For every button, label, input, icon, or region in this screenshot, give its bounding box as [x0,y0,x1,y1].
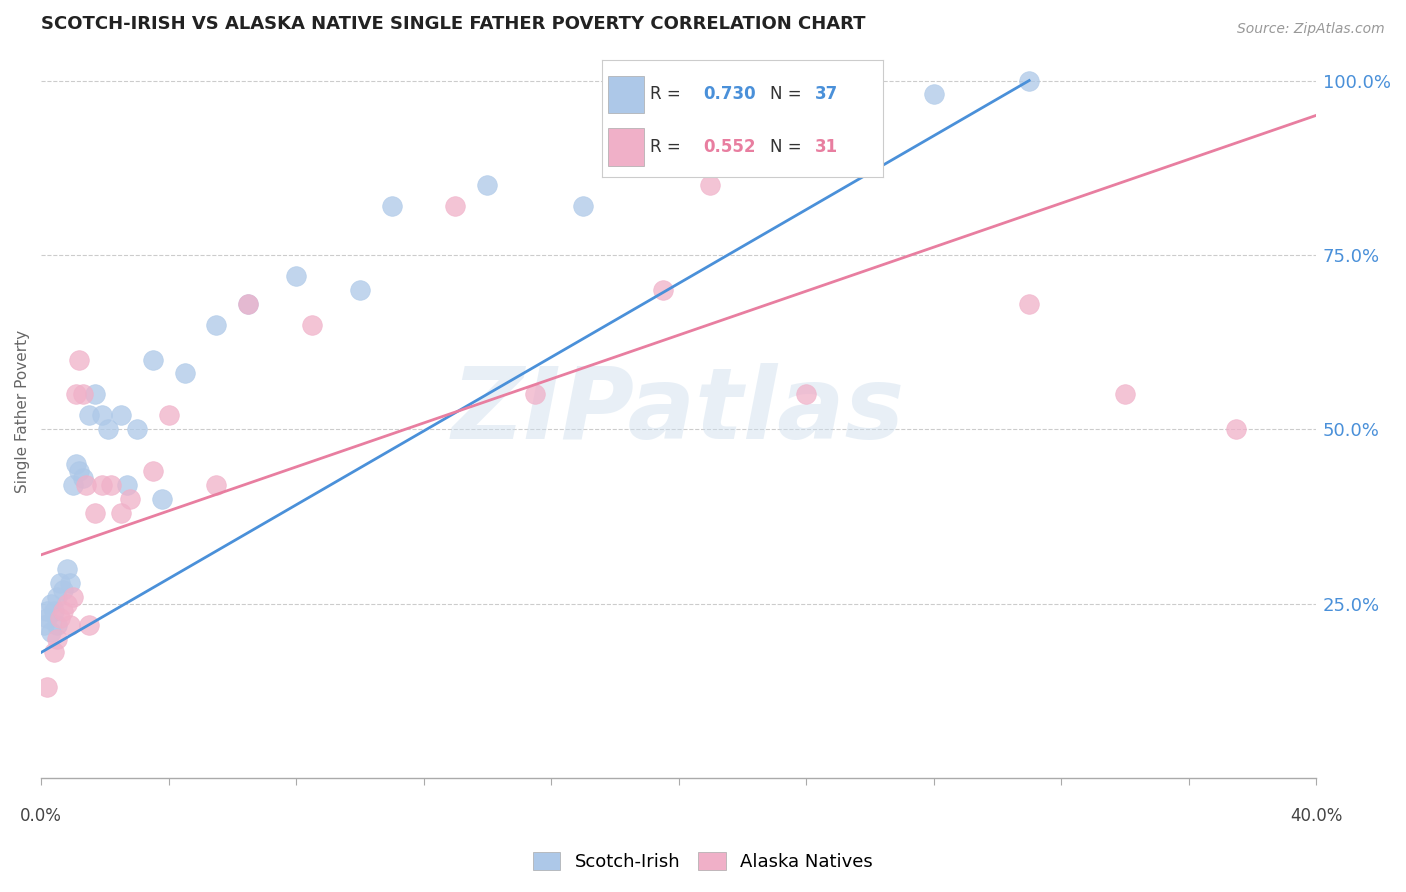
Text: SCOTCH-IRISH VS ALASKA NATIVE SINGLE FATHER POVERTY CORRELATION CHART: SCOTCH-IRISH VS ALASKA NATIVE SINGLE FAT… [41,15,866,33]
Point [46,617,69,632]
Point [62,478,84,492]
Point [157,409,180,423]
Point [37,681,59,695]
Point [46,590,69,604]
Point [39,597,62,611]
Point [444,199,467,213]
Point [205,478,228,492]
Point [84,506,107,520]
Point [67,352,90,367]
Point [1018,73,1040,87]
Point [142,464,165,478]
Point [67,464,90,478]
Point [65,457,87,471]
Point [1225,422,1247,436]
Point [922,87,945,102]
Point [524,387,547,401]
Point [42,645,65,659]
Text: 40.0%: 40.0% [1289,807,1343,825]
Point [65,387,87,401]
Point [120,491,142,506]
Point [301,318,323,332]
Legend: Scotch-Irish, Alaska Natives: Scotch-Irish, Alaska Natives [526,845,880,879]
Point [90,478,112,492]
Point [285,268,308,283]
Point [37,604,59,618]
Point [90,409,112,423]
Point [572,199,595,213]
Point [381,199,404,213]
Point [55,597,77,611]
Point [72,471,94,485]
Point [651,283,673,297]
Point [97,422,120,436]
Point [52,604,75,618]
Point [34,617,56,632]
Point [46,632,69,646]
Point [62,590,84,604]
Point [205,318,228,332]
Point [42,604,65,618]
Point [55,562,77,576]
Point [699,178,721,193]
Point [49,610,72,624]
Point [59,617,82,632]
Point [651,157,673,171]
Text: Source: ZipAtlas.com: Source: ZipAtlas.com [1237,22,1385,37]
Point [77,617,100,632]
Point [49,575,72,590]
Point [115,478,138,492]
Point [39,624,62,639]
Text: 0.0%: 0.0% [20,807,62,825]
Point [110,409,132,423]
Point [75,478,97,492]
Point [1114,387,1136,401]
Point [72,387,94,401]
Point [349,283,371,297]
Point [173,367,195,381]
Point [37,610,59,624]
Point [59,575,82,590]
Point [110,506,132,520]
Text: ZIPatlas: ZIPatlas [451,363,905,460]
Point [477,178,499,193]
Point [238,297,260,311]
Point [1018,297,1040,311]
Point [150,491,173,506]
Point [125,422,148,436]
Point [731,108,754,122]
Point [84,387,107,401]
Point [794,387,817,401]
Point [77,409,100,423]
Point [238,297,260,311]
Y-axis label: Single Father Poverty: Single Father Poverty [15,330,30,493]
Point [52,582,75,597]
Point [142,352,165,367]
Point [100,478,122,492]
